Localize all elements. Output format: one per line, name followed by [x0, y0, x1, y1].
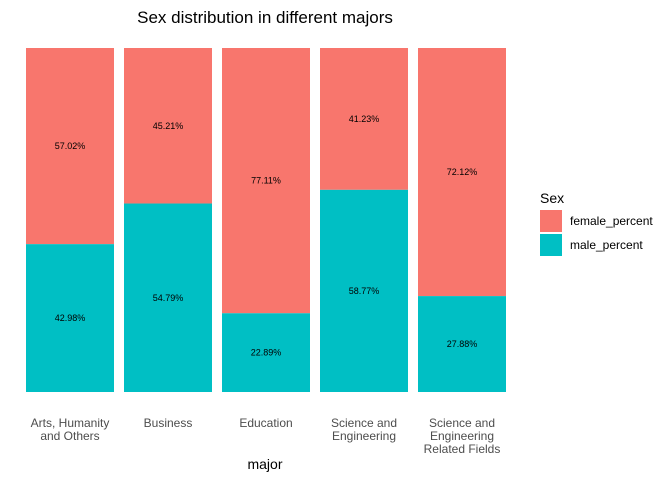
bar-label-female-4: 72.12% — [447, 167, 478, 177]
bar-label-male-4: 27.88% — [447, 339, 478, 349]
x-tick-label-0: Arts, Humanity and Others — [31, 416, 110, 443]
bar-male-2 — [222, 313, 310, 392]
bar-male-4 — [418, 296, 506, 392]
bar-label-female-2: 77.11% — [251, 176, 281, 186]
x-tick-labels: Arts, Humanity and Others Business Educatio… — [31, 416, 501, 456]
bar-female-1 — [124, 48, 212, 204]
legend-swatch-1 — [540, 234, 562, 256]
x-tick-label-4: Science and Engineering Related Fields — [424, 416, 501, 456]
bar-male-3 — [320, 189, 408, 392]
bar-label-male-1: 54.79% — [153, 293, 184, 303]
bar-labels-group: 57.02% 42.98% 45.21% 54.79% 77.11% 22.89% 41.2… — [55, 114, 478, 358]
bars-group — [26, 48, 506, 392]
bar-label-female-1: 45.21% — [153, 121, 184, 131]
bar-female-4 — [418, 48, 506, 297]
legend-title: Sex — [540, 190, 564, 206]
legend-label-0: female_percent — [570, 214, 653, 228]
bar-label-male-3: 58.77% — [349, 286, 380, 296]
bar-male-0 — [26, 244, 114, 392]
bar-label-female-0: 57.02% — [55, 141, 86, 151]
bar-female-0 — [26, 48, 114, 245]
bar-label-male-0: 42.98% — [55, 313, 86, 323]
bar-male-1 — [124, 203, 212, 392]
x-tick-label-1: Business — [144, 416, 193, 430]
chart-title: Sex distribution in different majors — [137, 8, 393, 27]
legend-label-1: male_percent — [570, 238, 643, 252]
x-tick-label-3: Science and Engineering — [331, 416, 397, 443]
legend-swatch-0 — [540, 210, 562, 232]
x-tick-label-2: Education — [239, 416, 292, 430]
bar-female-3 — [320, 48, 408, 190]
bar-female-2 — [222, 48, 310, 314]
bar-label-male-2: 22.89% — [251, 348, 282, 358]
legend: Sex female_percent male_percent — [540, 190, 653, 256]
bar-label-female-3: 41.23% — [349, 114, 380, 124]
x-axis-title: major — [247, 456, 282, 472]
